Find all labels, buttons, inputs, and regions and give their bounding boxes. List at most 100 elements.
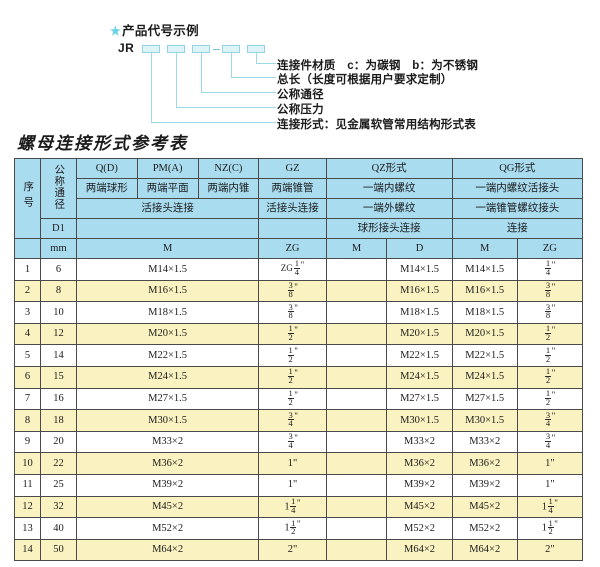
header-qg-detail-3: 连接 (451, 218, 584, 239)
cell-index: 8 (13, 409, 42, 432)
table-row: 9 20 M33×2 3 4 " M33×2 M33×2 3 4 " (13, 430, 584, 454)
cell-thread-gz: 3 8 " (258, 279, 327, 303)
cell-thread-m: M52×2 (75, 517, 260, 540)
header-pma-detail: 两端平面 (136, 178, 199, 199)
cell-nominal-bore: 40 (40, 517, 77, 540)
table-row: 3 10 M18×1.5 3 8 " M18×1.5 M18×1.5 3 8 " (13, 301, 584, 324)
cell-qg-zg: 3 8 " (516, 279, 584, 303)
header-group-gz: GZ (258, 158, 327, 179)
cell-qg-m: M52×2 (451, 517, 518, 540)
leader-line-1 (256, 53, 276, 64)
annotation-nominal-pressure: 公称压力 (277, 104, 324, 116)
cell-qg-m: M18×1.5 (451, 301, 518, 324)
leader-line-4 (176, 53, 276, 108)
cell-nominal-bore: 32 (40, 495, 77, 519)
cell-thread-gz: 1 2 " (258, 344, 327, 367)
cell-qg-m: M45×2 (451, 495, 518, 519)
cell-qg-zg: 2" (516, 538, 584, 562)
cell-qg-m: M20×1.5 (451, 322, 518, 346)
header-row-2: 两端球形 两端平面 两端内锥 两端锥管 一端内螺纹 一端内螺纹活接头 (15, 178, 584, 199)
header-col-index-label: 序号 (22, 181, 34, 213)
cell-index: 13 (13, 517, 42, 540)
cell-qz-m (325, 322, 388, 346)
cell-qg-zg: 1" (516, 452, 584, 475)
code-box-5 (247, 45, 265, 53)
cell-qg-zg: 1 2 " (516, 365, 584, 389)
annotation-total-length: 总长（长度可根据用户要求定制） (277, 74, 453, 86)
table-row: 10 22 M36×2 1" M36×2 M36×2 1" (13, 452, 584, 475)
cell-index: 4 (13, 322, 42, 346)
cell-qz-m (325, 409, 388, 432)
cell-qz-d: M14×1.5 (386, 258, 453, 281)
cell-qz-m (325, 365, 388, 389)
cell-qz-d: M16×1.5 (386, 279, 453, 303)
cell-index: 3 (13, 301, 42, 324)
cell-thread-gz: 1 1 2 " (258, 517, 327, 540)
cell-qg-zg: 1 2 " (516, 387, 584, 411)
cell-qz-d: M18×1.5 (386, 301, 453, 324)
cell-nominal-bore: 22 (40, 452, 77, 475)
cell-thread-gz: 3 8 " (258, 301, 327, 324)
cell-nominal-bore: 15 (40, 365, 77, 389)
cell-qg-m: M24×1.5 (451, 365, 518, 389)
cell-index: 14 (13, 538, 42, 562)
cell-qz-m (325, 495, 388, 519)
header-col-dn-code: D1 (40, 218, 77, 239)
cell-qz-d: M30×1.5 (386, 409, 453, 432)
header-qz-detail-2: 一端外螺纹 (325, 198, 453, 219)
code-dash (213, 49, 220, 50)
cell-qz-m (325, 279, 388, 303)
star-icon: ★ (110, 24, 122, 38)
cell-qz-d: M33×2 (386, 430, 453, 454)
header-qz-detail-3: 球形接头连接 (325, 218, 453, 239)
table-body: 1 6 M14×1.5 ZG 1 4 " M14×1.5 M14×1.5 1 4 " 2 8 M16×1.5… (13, 258, 584, 562)
cell-qg-zg: 3 4 " (516, 409, 584, 432)
cell-qz-m (325, 473, 388, 497)
cell-thread-gz: 1 2 " (258, 365, 327, 389)
cell-nominal-bore: 20 (40, 430, 77, 454)
cell-thread-m: M24×1.5 (75, 365, 260, 389)
cell-qg-m: M33×2 (451, 430, 518, 454)
header-row-5: mm M ZG M D M ZG (13, 238, 584, 259)
cell-thread-m: M33×2 (75, 430, 260, 454)
cell-index: 11 (13, 473, 42, 497)
cell-qz-d: M24×1.5 (386, 365, 453, 389)
cell-qz-d: M22×1.5 (386, 344, 453, 367)
code-box-4 (222, 45, 240, 53)
header-thread-m: M (75, 238, 260, 259)
cell-qg-zg: 3 4 " (516, 430, 584, 454)
cell-thread-gz: 1 2 " (258, 387, 327, 411)
cell-qg-m: M30×1.5 (451, 409, 518, 432)
nut-connection-reference-table: 序号 公称通径 Q(D) PM(A) NZ(C) GZ QZ形式 QG形式 两端… (13, 158, 584, 562)
cell-index: 12 (13, 495, 42, 519)
cell-nominal-bore: 50 (40, 538, 77, 562)
cell-nominal-bore: 8 (40, 279, 77, 303)
cell-nominal-bore: 16 (40, 387, 77, 411)
product-code-diagram: ★产品代号示例 JR 连接件材质 c：为碳钢 b：为不锈钢 总长（长度可根据用户… (0, 0, 600, 132)
table-row: 4 12 M20×1.5 1 2 " M20×1.5 M20×1.5 1 2 " (13, 322, 584, 346)
cell-qz-d: M20×1.5 (386, 322, 453, 346)
cell-qz-d: M39×2 (386, 473, 453, 497)
header-col-index: 序号 (13, 158, 42, 239)
cell-qz-m (325, 538, 388, 562)
cell-qg-m: M14×1.5 (451, 258, 518, 281)
page-title: 螺母连接形式参考表 (17, 134, 188, 153)
header-union-connection: 活接头连接 (75, 198, 260, 219)
cell-qz-m (325, 430, 388, 454)
header-qd-detail: 两端球形 (75, 178, 138, 199)
cell-nominal-bore: 25 (40, 473, 77, 497)
table-row: 2 8 M16×1.5 3 8 " M16×1.5 M16×1.5 3 8 " (13, 279, 584, 303)
table-row: 11 25 M39×2 1" M39×2 M39×2 1" (13, 473, 584, 497)
table-row: 14 50 M64×2 2" M64×2 M64×2 2" (13, 538, 584, 562)
cell-qg-zg: 1 1 4 " (516, 495, 584, 519)
cell-thread-m: M22×1.5 (75, 344, 260, 367)
code-box-2 (167, 45, 185, 53)
cell-qz-m (325, 344, 388, 367)
cell-qz-m (325, 387, 388, 411)
code-box-1 (142, 45, 160, 53)
cell-thread-gz: 3 4 " (258, 430, 327, 454)
header-col-dn: 公称通径 (40, 158, 77, 219)
header-qg-detail-2: 一端锥管螺纹接头 (451, 198, 584, 219)
leader-line-5 (151, 53, 276, 123)
header-row-4: D1 球形接头连接 连接 (15, 218, 584, 239)
